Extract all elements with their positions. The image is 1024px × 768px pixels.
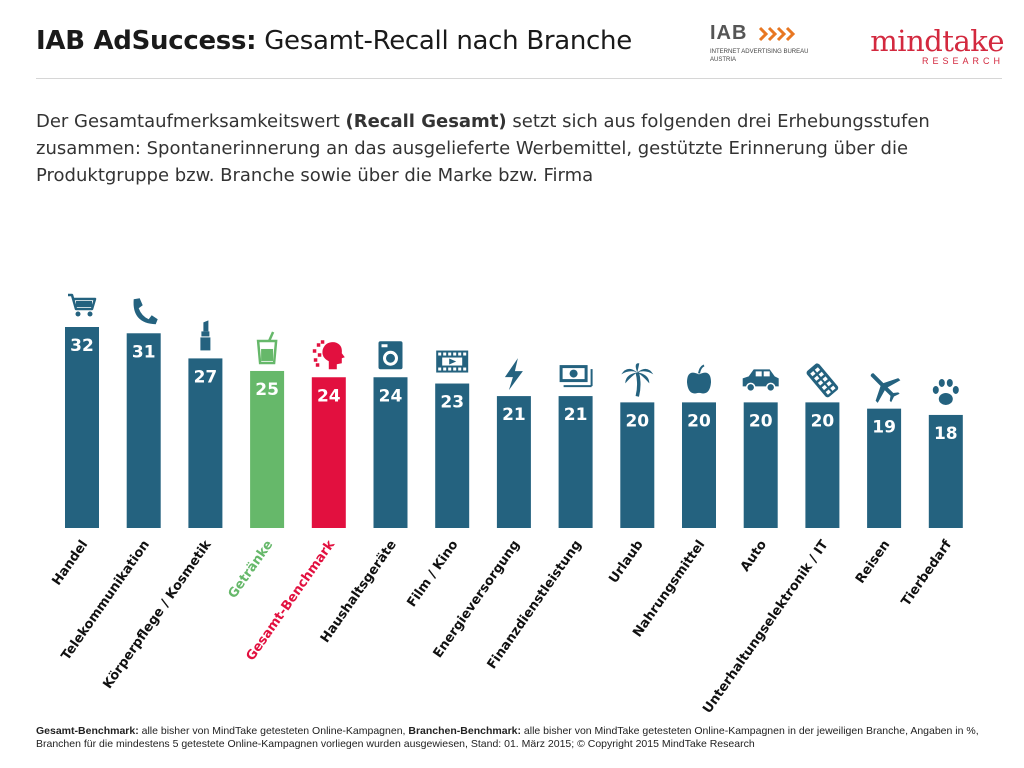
intro-bold: (Recall Gesamt) [345, 111, 507, 132]
footnote-bold2: Branchen-Benchmark: [408, 725, 521, 737]
category-label-12: Auto [738, 538, 770, 575]
footnote-text2: alle bisher von MindTake getesteten Onli… [36, 725, 979, 750]
airplane-icon [870, 373, 901, 403]
data-label-5: 24 [317, 386, 341, 406]
car-icon [742, 369, 779, 393]
apple-icon [687, 364, 711, 394]
bar-5 [311, 377, 346, 528]
film-icon [436, 350, 469, 373]
shopping-cart-icon [68, 293, 97, 317]
palm-tree-icon [621, 363, 654, 397]
intro-part2: setzt sich aus folgenden drei Erhebungss… [36, 111, 930, 186]
bar-8 [496, 396, 531, 528]
category-label-14: Reisen [853, 538, 893, 587]
category-label-10: Urlaub [606, 538, 646, 587]
bar-chart: 32Handel31Telekommunikation27Körperpfleg… [49, 293, 963, 717]
iab-arrows-icon [758, 26, 796, 42]
data-label-12: 20 [749, 411, 773, 431]
paw-icon [932, 378, 959, 405]
intro-part1: Der Gesamtaufmerksamkeitswert [36, 111, 346, 132]
page-title-rest: Gesamt-Recall nach Branche [256, 26, 632, 56]
data-label-2: 31 [132, 342, 156, 362]
page-title: IAB AdSuccess: Gesamt-Recall nach Branch… [36, 26, 632, 56]
bar-15 [928, 414, 963, 528]
data-label-11: 20 [687, 411, 711, 431]
data-label-8: 21 [502, 405, 526, 425]
data-label-6: 24 [379, 386, 403, 406]
bar-11 [682, 402, 716, 528]
data-label-3: 27 [194, 367, 218, 387]
mindtake-logo-sub: RESEARCH [921, 56, 1004, 66]
data-label-14: 19 [872, 418, 896, 438]
footnote-text1: alle bisher von MindTake getesteten Onli… [138, 725, 409, 737]
category-label-3: Körperpflege / Kosmetik [101, 537, 215, 691]
bar-9 [558, 396, 593, 528]
bar-1 [65, 327, 99, 528]
bar-3 [188, 358, 223, 528]
bar-4 [250, 370, 285, 528]
category-label-7: Film / Kino [405, 538, 462, 610]
data-label-10: 20 [625, 411, 649, 431]
bar-14 [867, 408, 902, 528]
category-label-13: Unterhaltungselektronik / IT [700, 538, 831, 717]
lightning-icon [504, 358, 523, 391]
iab-logo-line1: INTERNET ADVERTISING BUREAU [710, 49, 809, 55]
bar-13 [805, 402, 840, 528]
header-divider [36, 78, 1002, 79]
mindtake-logo: mindtake RESEARCH [854, 22, 1004, 70]
banknote-icon [559, 365, 593, 388]
category-label-4: Getränke [226, 538, 277, 602]
mindtake-logo-word: mindtake [870, 24, 1004, 58]
footnote: Gesamt-Benchmark: alle bisher von MindTa… [36, 725, 1006, 751]
category-label-11: Nahrungsmittel [630, 538, 708, 640]
washing-machine-icon [378, 341, 403, 370]
data-label-7: 23 [440, 393, 464, 413]
bar-6 [373, 377, 408, 528]
lipstick-icon [200, 320, 211, 351]
page-title-bold: IAB AdSuccess: [36, 26, 257, 56]
iab-logo: IAB INTERNET ADVERTISING BUREAU AUSTRIA [710, 22, 840, 68]
data-label-1: 32 [70, 336, 94, 356]
data-label-9: 21 [564, 405, 588, 425]
footnote-bold1: Gesamt-Benchmark: [36, 725, 139, 737]
category-label-1: Handel [49, 538, 91, 589]
bar-7 [435, 383, 470, 528]
iab-logo-mark: IAB [710, 22, 748, 44]
telephone-icon [133, 298, 158, 325]
bar-12 [743, 402, 778, 528]
data-label-4: 25 [255, 380, 279, 400]
iab-logo-subtitle: INTERNET ADVERTISING BUREAU AUSTRIA [710, 48, 808, 64]
data-label-15: 18 [934, 424, 958, 444]
iab-logo-line2: AUSTRIA [710, 57, 737, 63]
head-icon [312, 340, 345, 370]
bar-10 [620, 402, 655, 528]
intro-text: Der Gesamtaufmerksamkeitswert (Recall Ge… [36, 108, 1004, 189]
data-label-13: 20 [811, 411, 835, 431]
bar-2 [126, 333, 161, 528]
remote-control-icon [806, 363, 839, 398]
drink-glass-icon [256, 331, 278, 365]
category-label-15: Tierbedarf [899, 537, 956, 609]
